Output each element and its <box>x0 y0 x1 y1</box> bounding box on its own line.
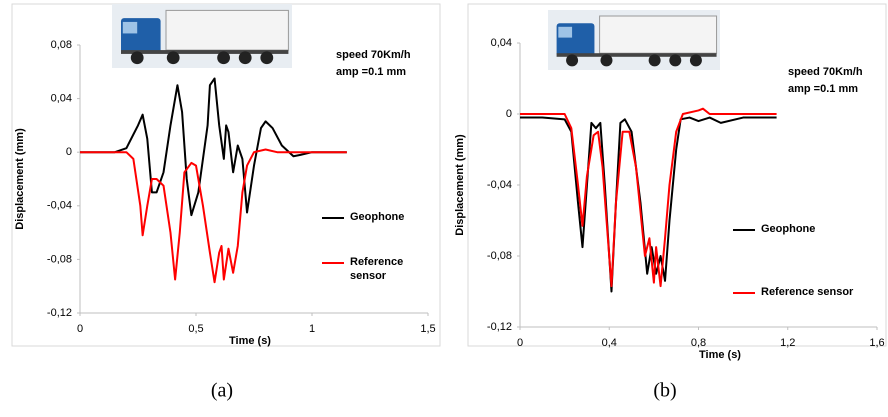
data-line <box>80 77 347 217</box>
x-tick-label: 1 <box>309 323 315 335</box>
truck-wheel <box>238 51 252 65</box>
y-tick-label: -0,08 <box>47 253 72 265</box>
y-tick-label: 0,08 <box>51 39 72 51</box>
truck-trailer <box>165 9 289 51</box>
truck-wheel <box>600 54 613 67</box>
y-tick-label: 0,04 <box>491 37 512 49</box>
y-tick-label: -0,08 <box>487 250 512 262</box>
truck-wheel <box>217 51 231 65</box>
y-tick-label: 0 <box>506 108 512 120</box>
panel-caption: (b) <box>653 380 676 402</box>
truck-wheel <box>669 54 682 67</box>
x-tick-label: 1,5 <box>420 323 435 335</box>
legend-label: Reference sensor <box>350 256 404 282</box>
x-axis-title: Time (s) <box>699 349 741 361</box>
truck-chassis <box>556 53 717 57</box>
truck-wheel <box>130 51 144 65</box>
truck-windshield <box>558 26 573 38</box>
data-line <box>520 116 777 293</box>
x-tick-label: 0,4 <box>602 337 617 349</box>
x-tick-label: 0 <box>517 337 523 349</box>
data-line <box>80 148 347 284</box>
annotation: amp =0.1 mm <box>336 66 406 78</box>
truck-wheel <box>260 51 274 65</box>
panel-frame <box>467 3 887 347</box>
y-tick-label: -0,12 <box>47 307 72 319</box>
x-tick-label: 1,2 <box>780 337 795 349</box>
x-tick-label: 0 <box>77 323 83 335</box>
annotation: speed 70Km/h <box>336 49 411 61</box>
data-line <box>520 107 777 288</box>
y-tick-label: -0,04 <box>487 179 512 191</box>
truck-windshield <box>122 21 138 34</box>
y-tick-label: 0 <box>66 146 72 158</box>
truck-wheel <box>689 54 702 67</box>
legend-entry: Reference sensor <box>350 256 404 282</box>
y-tick-label: -0,12 <box>487 321 512 333</box>
y-tick-label: -0,04 <box>47 200 72 212</box>
annotation: speed 70Km/h <box>788 66 863 78</box>
truck-wheel <box>166 51 180 65</box>
legend-label: Geophone <box>350 211 405 223</box>
legend-entry: Geophone <box>761 223 816 235</box>
legend-entry: Geophone <box>350 211 405 223</box>
annotation: amp =0.1 mm <box>788 83 858 95</box>
y-tick-label: 0,04 <box>51 93 72 105</box>
truck-wheel <box>566 54 579 67</box>
truck-trailer <box>599 15 718 54</box>
y-axis-title: Displacement (mm) <box>454 134 466 236</box>
legend-label: Reference sensor <box>761 286 854 298</box>
legend-entry: Reference sensor <box>761 286 854 298</box>
panel-caption: (a) <box>211 380 233 402</box>
x-tick-label: 0,8 <box>691 337 706 349</box>
x-axis-title: Time (s) <box>229 335 271 347</box>
truck-chassis <box>121 50 289 54</box>
truck-wheel <box>648 54 661 67</box>
y-axis-title: Displacement (mm) <box>14 128 26 230</box>
x-tick-label: 1,6 <box>869 337 884 349</box>
legend-label: Geophone <box>761 223 816 235</box>
x-tick-label: 0,5 <box>188 323 203 335</box>
